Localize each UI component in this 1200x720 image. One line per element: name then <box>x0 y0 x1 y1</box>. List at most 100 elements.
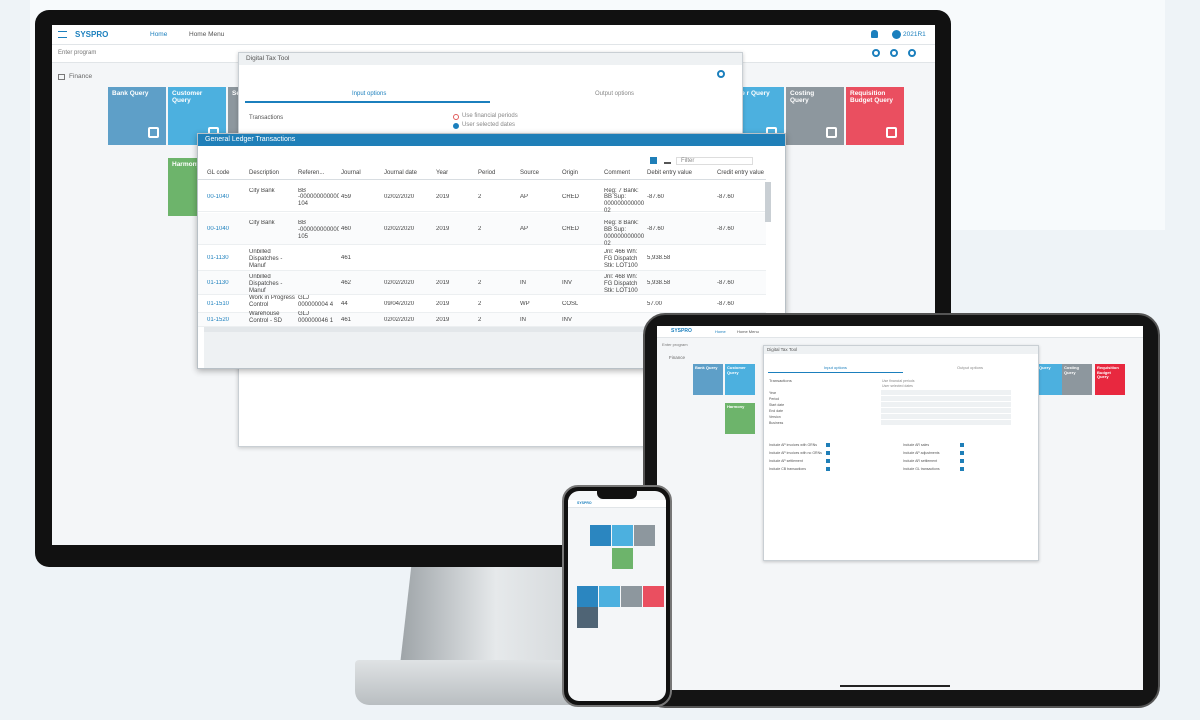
table-cell: 00-1040 <box>207 226 230 232</box>
table-cell: 2019 <box>436 317 450 323</box>
field-label: Year <box>769 391 777 395</box>
tile-label: Requisition Budget Query <box>850 90 893 105</box>
table-cell: 02/02/2020 <box>384 317 415 323</box>
table-cell: GLJ 000000046 1 <box>298 311 334 324</box>
radio[interactable] <box>453 123 459 129</box>
brand: SYSPRO <box>577 501 592 505</box>
h-scrollbar <box>204 327 766 332</box>
table-row[interactable] <box>198 181 766 212</box>
tile[interactable]: Costing Query <box>786 87 844 145</box>
table-cell: 5,938.58 <box>647 280 671 286</box>
table-cell: -87.60 <box>717 280 735 286</box>
section-title: Finance <box>69 73 93 80</box>
table-cell: City Bank <box>249 220 275 226</box>
checkbox-label: Include AR settlement <box>903 459 938 463</box>
tab: Input options <box>824 365 847 370</box>
radio[interactable] <box>453 114 459 120</box>
tile[interactable]: Bank Query <box>108 87 166 145</box>
tile-label: Customer Query <box>172 90 203 105</box>
table-cell: Work in Progress Control <box>249 295 295 308</box>
tile[interactable]: Requisition Budget Query <box>1095 364 1125 395</box>
section-title: Finance <box>669 355 686 360</box>
checkbox-label: Include AP adjustments <box>903 451 940 455</box>
table-cell: 2 <box>478 301 482 307</box>
toolbar-icon <box>872 49 880 57</box>
table-cell: 5,938.58 <box>647 255 671 261</box>
checkbox[interactable] <box>960 443 964 447</box>
input <box>881 420 1011 425</box>
checkbox[interactable] <box>960 451 964 455</box>
table-cell: 461 <box>341 255 352 261</box>
monitor-screen: SYSPRO Home Home Menu 2021R1 Enter program Fi… <box>52 25 935 545</box>
program-input: Enter program <box>58 50 97 56</box>
table-cell: CRED <box>562 193 580 200</box>
column-header: Source <box>520 170 540 176</box>
toolbar-icon <box>650 157 657 164</box>
tile[interactable]: Harmony <box>725 403 755 434</box>
column-header: Period <box>478 170 496 176</box>
input <box>881 396 1011 401</box>
toolbar-icon <box>890 49 898 57</box>
table-row[interactable] <box>198 245 766 271</box>
table-cell: Reg: 8 Bank: BB Sup: 000000000000 02 <box>604 220 645 247</box>
table-cell: 02/02/2020 <box>384 193 415 200</box>
program-input: Enter program <box>662 342 688 347</box>
version: 2021R1 <box>903 31 926 38</box>
tile <box>612 525 633 546</box>
checkbox-label: Include CB transactions <box>769 467 806 471</box>
column-header: Debit entry value <box>647 170 693 176</box>
radio-label: User selected dates <box>462 122 516 128</box>
tile[interactable]: Costing Query <box>1062 364 1092 395</box>
checkbox-label: Include AP invoices with no GRNs <box>769 451 822 455</box>
tile-label: Customer Query <box>727 365 746 375</box>
tile <box>599 586 620 607</box>
brand: SYSPRO <box>75 30 109 39</box>
tile-label: Costing Query <box>1064 365 1079 375</box>
table-cell: GLJ 000000004 4 <box>298 295 334 308</box>
table-row[interactable] <box>198 295 766 313</box>
dialog-titlebar <box>239 53 742 65</box>
checkbox[interactable] <box>826 443 830 447</box>
table-cell: 2 <box>478 226 482 232</box>
tab: Input options <box>352 91 387 97</box>
table-cell: 09/04/2020 <box>384 301 415 307</box>
checkbox[interactable] <box>960 459 964 463</box>
field-label: Period <box>769 397 780 401</box>
tile[interactable]: Bank Query <box>693 364 723 395</box>
radio-label: User selected dates <box>882 384 913 388</box>
column-header: GL code <box>207 170 230 176</box>
checkbox-label: Include AP invoices with GRNs <box>769 443 817 447</box>
brand: SYSPRO <box>671 328 692 334</box>
tile <box>643 586 664 607</box>
tile[interactable]: Requisition Budget Query <box>846 87 904 145</box>
input <box>881 414 1011 419</box>
tab-underline <box>245 101 490 103</box>
checkbox-label: Include GL transactions <box>903 467 940 471</box>
table-cell: -87.60 <box>647 193 665 200</box>
checkbox[interactable] <box>826 467 830 471</box>
tile <box>621 586 642 607</box>
tile-label: Requisition Budget Query <box>1097 365 1119 380</box>
tile <box>577 607 598 628</box>
checkbox[interactable] <box>826 459 830 463</box>
gl-titlebar <box>198 134 785 146</box>
checkbox[interactable] <box>960 467 964 471</box>
field-label: Business <box>769 421 784 425</box>
table-row[interactable] <box>198 271 766 295</box>
table-row[interactable] <box>198 213 766 245</box>
table-cell: 2019 <box>436 280 450 286</box>
tab-underline <box>768 372 903 373</box>
gl-title: General Ledger Transactions <box>205 136 296 143</box>
tile[interactable]: Customer Query <box>725 364 755 395</box>
tablet-home-bar <box>840 685 950 687</box>
table-row[interactable] <box>198 313 766 327</box>
field-label: End date <box>769 409 784 413</box>
tile <box>590 525 611 546</box>
tax-dialog: Digital Tax Tool Input options Output opti… <box>763 345 1039 561</box>
table-cell: 01-1130 <box>207 280 229 286</box>
table-cell: BB -000000000000 104 <box>298 187 339 208</box>
table-cell: -87.60 <box>717 301 735 307</box>
section-icon <box>58 74 65 80</box>
checkbox[interactable] <box>826 451 830 455</box>
